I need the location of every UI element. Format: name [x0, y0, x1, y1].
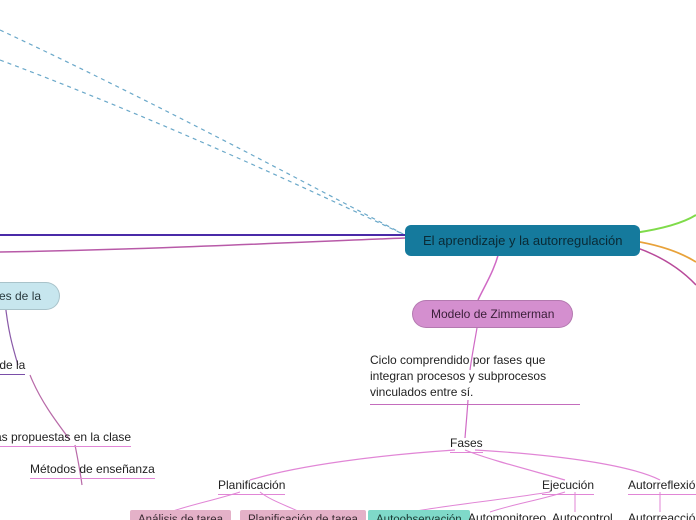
phase-planificacion: Planificación	[218, 478, 285, 495]
left-line-1: s de la	[0, 358, 25, 375]
leaf-autocontrol: Autocontrol	[552, 511, 613, 520]
root-node[interactable]: El aprendizaje y la autorregulación	[405, 225, 640, 256]
left-line-3: Métodos de enseñanza	[30, 462, 155, 479]
phase-autorreflexion: Autorreflexión	[628, 478, 696, 495]
zimmerman-node[interactable]: Modelo de Zimmerman	[412, 300, 573, 328]
leaf-autoobservacion: Autoobservación	[368, 510, 470, 520]
left-line-2: as propuestas en la clase	[0, 430, 131, 447]
leaf-analisis: Análisis de tarea	[130, 510, 231, 520]
zimmerman-description: Ciclo comprendido por fases que integran…	[370, 352, 580, 405]
leaf-plan-tarea: Planificación de tarea	[240, 510, 366, 520]
phase-ejecucion: Ejecución	[542, 478, 594, 495]
phases-label: Fases	[450, 436, 483, 453]
left-pill-fragment[interactable]: es de la	[0, 282, 60, 310]
leaf-autorreaccion: Autorreacción	[628, 511, 696, 520]
leaf-automonitoreo: Automonitoreo	[468, 511, 546, 520]
